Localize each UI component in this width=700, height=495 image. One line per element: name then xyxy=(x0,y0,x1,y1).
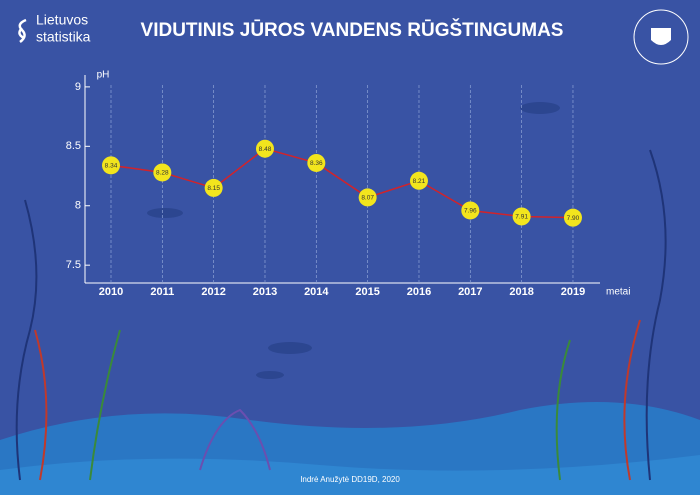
value-label: 8.28 xyxy=(156,170,169,177)
marker xyxy=(153,163,172,182)
data-line xyxy=(110,147,573,219)
marker xyxy=(409,171,428,190)
value-label: 8.07 xyxy=(361,195,374,202)
logo-icon xyxy=(18,18,27,43)
seaweed xyxy=(15,149,667,481)
value-label: 7.96 xyxy=(464,208,477,215)
value-label: 7.91 xyxy=(515,214,528,221)
marker xyxy=(512,207,531,226)
value-label: 7.90 xyxy=(567,215,580,222)
marker xyxy=(307,153,326,172)
brand-line: statistika xyxy=(36,29,91,45)
value-label: 8.48 xyxy=(259,146,272,153)
x-tick-label: 2018 xyxy=(509,286,533,298)
value-label: 8.36 xyxy=(310,160,323,167)
y-tick-label: 7.5 xyxy=(66,259,81,271)
x-tick-label: 2014 xyxy=(304,286,329,298)
y-tick-label: 8 xyxy=(75,200,81,212)
marker xyxy=(204,178,223,197)
x-axis-label: metai xyxy=(606,287,630,298)
seal xyxy=(633,9,689,65)
x-tick-label: 2012 xyxy=(201,286,225,298)
value-label: 8.21 xyxy=(413,178,426,185)
seabed xyxy=(0,455,700,495)
value-label: 8.15 xyxy=(207,185,220,192)
x-tick-label: 2016 xyxy=(407,286,431,298)
value-label: 8.34 xyxy=(105,163,118,170)
y-tick-label: 9 xyxy=(75,81,81,93)
seal-shield xyxy=(651,28,671,45)
fish xyxy=(147,102,560,379)
marker xyxy=(563,208,582,227)
chart-title: VIDUTINIS JŪROS VANDENS RŪGŠTINGUMAS xyxy=(141,19,564,41)
marker xyxy=(255,139,274,158)
x-tick-label: 2015 xyxy=(355,286,379,298)
brand-line: Lietuvos xyxy=(36,12,88,28)
marker xyxy=(358,188,377,207)
x-tick-label: 2010 xyxy=(99,286,123,298)
x-tick-label: 2011 xyxy=(150,286,174,298)
x-tick-label: 2017 xyxy=(458,286,482,298)
y-tick-label: 8.5 xyxy=(66,140,81,152)
credit: Indrė Anužytė DD19D, 2020 xyxy=(300,475,400,484)
marker xyxy=(461,201,480,220)
x-tick-label: 2013 xyxy=(253,286,277,298)
marker xyxy=(102,156,120,175)
x-tick-label: 2019 xyxy=(561,286,585,298)
y-axis-label: pH xyxy=(97,70,110,81)
